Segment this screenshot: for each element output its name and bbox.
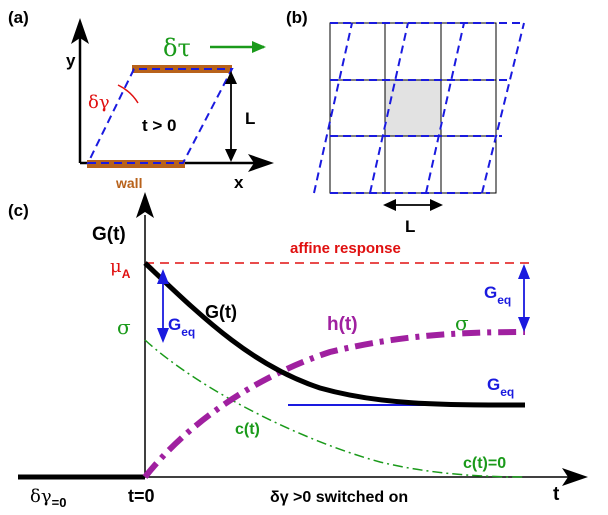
sheared-grid (313, 22, 525, 194)
panel-c-y-arrowhead (136, 192, 154, 218)
geq-left-sub: eq (181, 325, 195, 339)
sigma-left-label: σ (117, 315, 131, 339)
panel-a-axis-x-label: x (234, 173, 244, 192)
g-curve-label: G(t) (205, 302, 237, 322)
mu-a-label: μA (110, 256, 131, 281)
length-label-b: L (405, 217, 415, 236)
g-curve (143, 261, 526, 408)
geq-left-main: G (168, 315, 181, 334)
delta-gamma-zero-sub: =0 (52, 495, 67, 510)
shear-angle-arc (117, 84, 139, 104)
switched-on-label: δγ >0 switched on (270, 489, 408, 506)
geq-right-main: G (484, 283, 497, 302)
sheared-cell (86, 68, 234, 164)
panel-b: (b) L (286, 8, 525, 236)
c-zero-label: c(t)=0 (463, 455, 506, 472)
h-curve (142, 329, 526, 479)
t-zero-label: t=0 (128, 486, 155, 506)
shear-stress-label: δτ (163, 34, 191, 62)
c-curve (144, 339, 526, 478)
time-condition-label: t > 0 (142, 116, 177, 135)
affine-response-label: affine response (290, 240, 401, 257)
geq-label-right: Geq (484, 283, 511, 307)
panel-c-y-axis-label: G(t) (92, 224, 126, 245)
geq-label-line: Geq (487, 375, 514, 399)
panel-c-x-axis-label: t (553, 484, 560, 505)
panel-a-axis-y-label: y (66, 51, 76, 70)
panel-c-label: (c) (8, 201, 29, 220)
panel-a-y-arrowhead (71, 18, 89, 44)
delta-gamma-zero-label: δγ=0 (30, 486, 66, 510)
geq-line-sub: eq (500, 385, 514, 399)
bottom-wall (87, 160, 185, 168)
length-label-a: L (245, 109, 255, 128)
h-curve-label: h(t) (327, 314, 358, 335)
geq-label-left: Geq (168, 315, 195, 339)
panel-c-x-arrowhead (562, 468, 588, 486)
geq-line-main: G (487, 375, 500, 394)
highlighted-cell (385, 80, 441, 136)
panel-a-x-arrowhead (248, 154, 274, 172)
mu-a-symbol: μ (110, 256, 122, 277)
delta-gamma-zero-main: δγ (30, 486, 52, 507)
c-curve-label: c(t) (235, 421, 260, 438)
panel-a: (a) y x δγ δτ t > 0 L wall (8, 8, 274, 192)
panel-b-label: (b) (286, 8, 308, 27)
shear-angle-label: δγ (88, 92, 110, 113)
mu-a-subscript: A (122, 267, 131, 281)
sigma-right-label: σ (455, 311, 469, 335)
panel-c: (c) G(t) t affine response μA Geq Ge (8, 192, 588, 510)
panel-a-label: (a) (8, 8, 29, 27)
wall-label: wall (115, 175, 142, 191)
geq-right-sub: eq (497, 293, 511, 307)
